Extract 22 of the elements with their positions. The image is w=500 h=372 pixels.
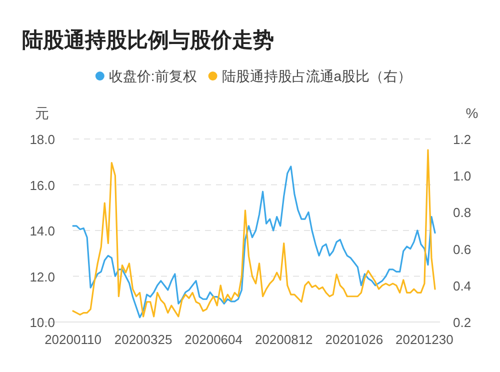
y-tick-label: 18.0 [30, 132, 55, 147]
y2-tick-label: 1.0 [453, 168, 472, 184]
x-tick-label: 20201230 [396, 332, 454, 347]
y-tick-label: 14.0 [30, 224, 55, 238]
y2-tick-label: 0.2 [453, 315, 472, 330]
y2-axis-title: % [466, 105, 478, 121]
x-tick-label: 20200604 [184, 332, 243, 347]
x-tick-label: 20200812 [254, 332, 313, 347]
y-tick-label: 16.0 [30, 178, 55, 193]
y-tick-label: 12.0 [30, 269, 55, 284]
x-tick-label: 20200110 [44, 332, 102, 347]
y2-tick-label: 0.6 [453, 242, 472, 257]
legend-label: 收盘价:前复权 [108, 68, 197, 84]
x-tick-label: 20201026 [325, 332, 384, 347]
y2-tick-label: 0.4 [453, 278, 472, 294]
y-axis-title: 元 [35, 105, 49, 121]
y-tick-label: 10.0 [30, 315, 55, 330]
x-tick-label: 20200325 [114, 332, 172, 347]
legend-label: 陆股通持股占流通a股比（右） [222, 68, 412, 84]
y2-tick-label: 0.8 [453, 205, 472, 220]
y2-tick-label: 1.2 [453, 132, 472, 147]
chart-title: 陆股通持股比例与股价走势 [22, 29, 274, 52]
